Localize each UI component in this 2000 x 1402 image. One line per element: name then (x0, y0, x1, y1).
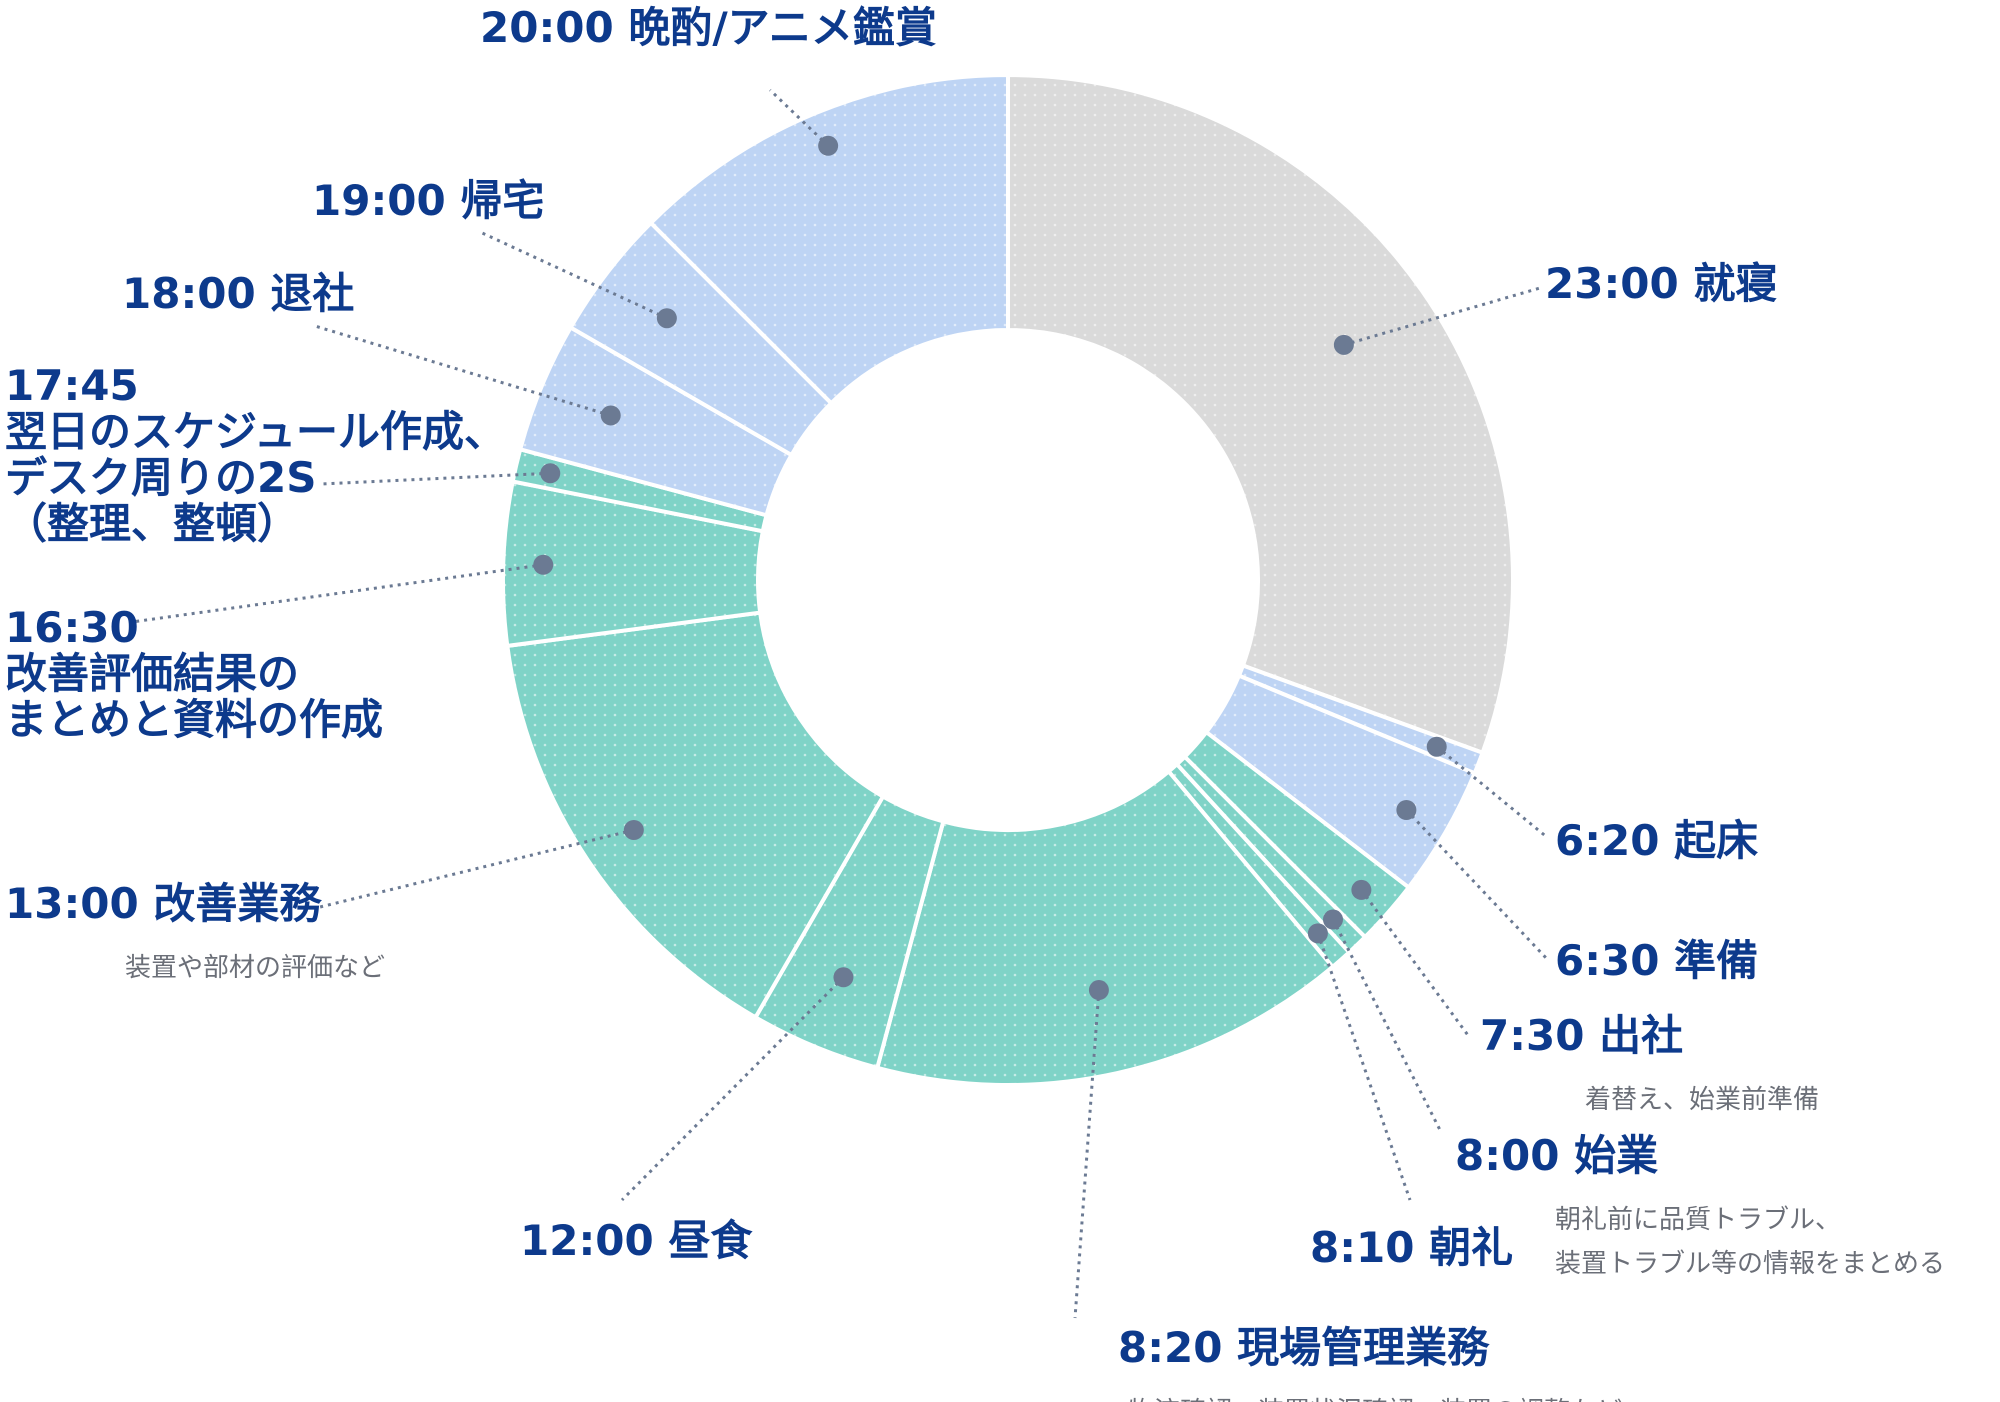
label-line-7-0: 12:00 昼食 (520, 1216, 753, 1265)
slice-texture-4 (1176, 756, 1366, 953)
leader-line-11 (314, 324, 612, 417)
leader-line-0 (1343, 286, 1541, 347)
leader-dot-1 (1426, 736, 1447, 757)
label-detail-4-0: 朝礼前に品質トラブル、 (1555, 1205, 1841, 1235)
leader-dot-10 (540, 463, 561, 484)
label-leaders (131, 88, 1550, 1319)
leader-dot-8 (623, 820, 644, 841)
label-line-0-0: 23:00 就寝 (1545, 259, 1777, 308)
leader-line-3 (1360, 889, 1472, 1039)
slice-texture-2 (1206, 675, 1475, 888)
label-detail-4-1: 装置トラブル等の情報をまとめる (1555, 1249, 1945, 1279)
slice-label-3: 7:30 出社着替え、始業前準備 (1480, 1011, 1819, 1115)
label-line-10-1: 翌日のスケジュール作成、 (5, 407, 506, 456)
label-line-12-0: 19:00 帰宅 (312, 176, 544, 225)
leader-dot-3 (1351, 879, 1372, 900)
slice-texture-1 (1238, 665, 1483, 774)
label-line-10-0: 17:45 (5, 361, 139, 410)
slice-texture-13 (650, 75, 1008, 404)
slice-texture-9 (503, 481, 763, 646)
leader-dot-2 (1396, 800, 1417, 820)
slice-texture-10 (512, 449, 767, 532)
leader-dot-7 (833, 967, 854, 988)
label-line-9-0: 16:30 (5, 603, 139, 652)
leader-dot-12 (656, 308, 677, 329)
label-line-3-0: 7:30 出社 (1480, 1011, 1683, 1060)
label-line-2-0: 6:30 準備 (1555, 936, 1758, 985)
leader-line-10 (319, 471, 551, 486)
leader-line-2 (1405, 808, 1550, 962)
leader-dot-6 (1088, 980, 1109, 1001)
label-line-10-3: （整理、整頓） (5, 499, 299, 548)
slice-texture-7 (755, 796, 944, 1068)
label-line-4-0: 8:00 始業 (1455, 1131, 1658, 1180)
slice-label-9: 16:30 改善評価結果のまとめと資料の作成 (5, 603, 383, 744)
leader-line-13 (768, 88, 830, 147)
leader-dot-13 (818, 135, 839, 156)
leader-line-8 (315, 828, 635, 910)
leader-dot-0 (1333, 334, 1354, 355)
leader-dot-5 (1307, 923, 1328, 944)
slice-label-10: 17:45 翌日のスケジュール作成、デスク周りの2S （整理、整頓） (5, 361, 506, 548)
leader-line-12 (479, 230, 668, 320)
leader-line-9 (131, 563, 544, 624)
slice-label-13: 20:00 晩酌/アニメ鑑賞 (480, 3, 937, 52)
slice-label-12: 19:00 帰宅 (312, 176, 544, 225)
leader-line-5 (1316, 932, 1412, 1201)
slice-label-1: 6:20 起床 (1555, 816, 1758, 865)
slice-label-11: 18:00 退社 (122, 269, 354, 318)
slice-label-6: 8:20 現場管理業務物流確認、装置状況確認、装置の調整など (1118, 1323, 1622, 1402)
slice-label-0: 23:00 就寝 (1545, 259, 1777, 308)
label-line-6-0: 8:20 現場管理業務 (1118, 1323, 1490, 1372)
slice-label-2: 6:30 準備 (1555, 936, 1758, 985)
label-line-11-0: 18:00 退社 (122, 269, 354, 318)
label-line-9-1: 改善評価結果の (5, 649, 299, 698)
label-line-13-0: 20:00 晩酌/アニメ鑑賞 (480, 3, 937, 52)
label-line-8-0: 13:00 改善業務 (5, 879, 322, 928)
leader-line-6 (1073, 989, 1101, 1319)
slice-texture-11 (520, 327, 792, 516)
leader-dot-4 (1323, 909, 1344, 930)
slice-texture-0 (1008, 75, 1513, 753)
slice-label-7: 12:00 昼食 (520, 1216, 753, 1265)
slice-texture-5 (1168, 764, 1350, 967)
label-line-10-2: デスク周りの2S (5, 453, 316, 502)
slice-label-4: 8:00 始業朝礼前に品質トラブル、装置トラブル等の情報をまとめる (1455, 1131, 1945, 1279)
slice-label-8: 13:00 改善業務装置や部材の評価など (5, 879, 385, 983)
label-line-1-0: 6:20 起床 (1555, 816, 1758, 865)
slice-labels: 23:00 就寝 6:20 起床 6:30 準備 7:30 出社着替え、始業前準備 8:… (5, 3, 1945, 1402)
label-line-9-2: まとめと資料の作成 (5, 695, 383, 744)
donut-slices (501, 72, 1515, 1087)
label-detail-6-0: 物流確認、装置状況確認、装置の調整など (1128, 1397, 1622, 1402)
slice-texture-8 (507, 612, 883, 1018)
label-detail-3-0: 着替え、始業前準備 (1585, 1085, 1819, 1115)
slice-label-5: 8:10 朝礼 (1310, 1223, 1513, 1272)
label-detail-8-0: 装置や部材の評価など (125, 953, 385, 983)
slice-texture-12 (570, 222, 832, 455)
slice-texture-6 (877, 771, 1333, 1085)
leader-dot-9 (533, 554, 554, 575)
leader-dot-11 (600, 405, 621, 426)
label-line-5-0: 8:10 朝礼 (1310, 1223, 1513, 1272)
